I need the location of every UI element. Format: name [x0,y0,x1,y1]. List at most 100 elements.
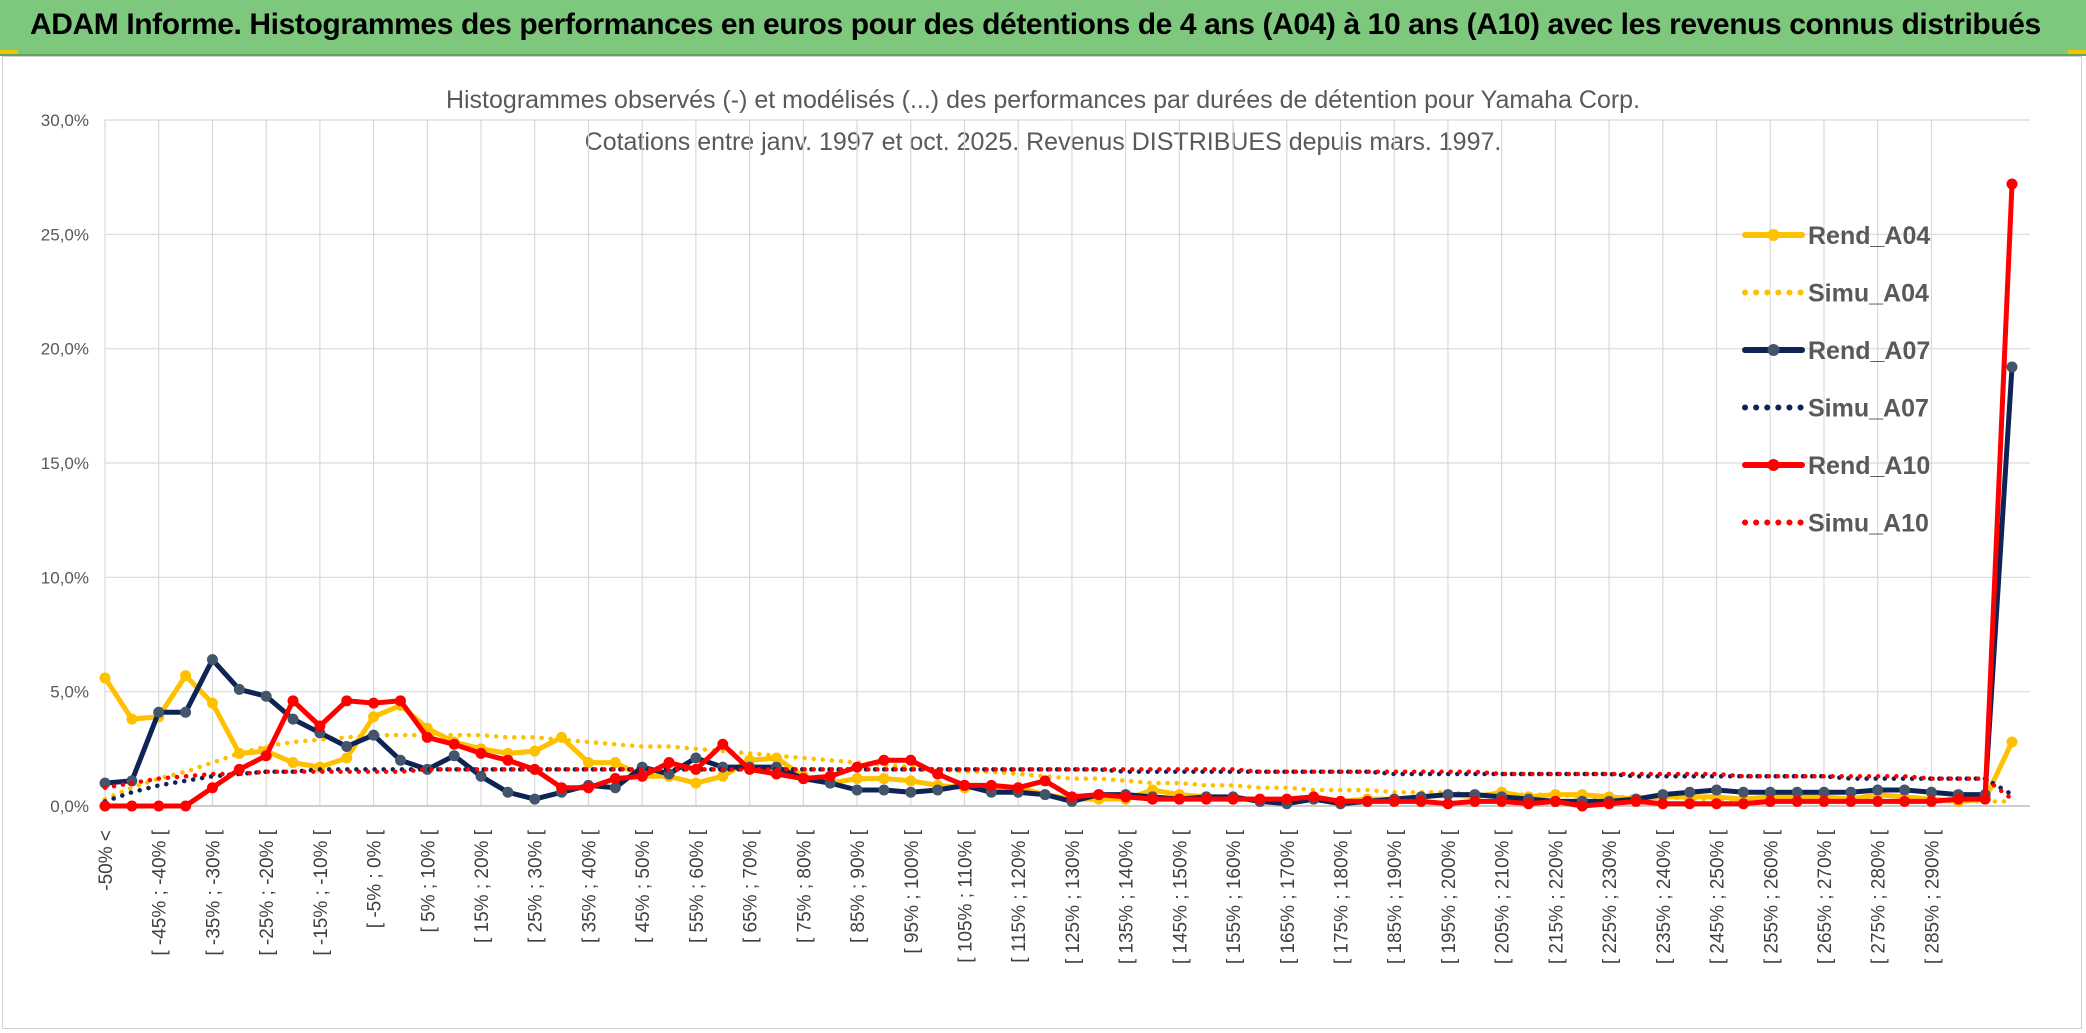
data-point-rend-a10 [958,779,970,791]
x-tick-label: [ 75% ; 80% [ [794,829,815,943]
data-point-rend-a10 [985,779,997,791]
x-tick-label: [ 235% ; 240% [ [1654,829,1675,964]
data-point-rend-a10 [1818,795,1830,807]
data-point-rend-a10 [1066,791,1078,803]
data-point-rend-a10 [475,747,487,759]
data-point-rend-a07 [287,713,299,725]
report-header-bar: ADAM Informe. Histogrammes des performan… [0,0,2086,56]
x-tick-label: [ 275% ; 280% [ [1869,829,1890,964]
data-point-rend-a07 [878,784,890,796]
data-point-rend-a07 [475,770,487,782]
data-point-rend-a04 [905,775,917,787]
data-point-rend-a10 [797,773,809,785]
x-tick-label: [ -35% ; -30% [ [203,829,224,955]
data-point-rend-a10 [1227,793,1239,805]
data-point-rend-a10 [1684,798,1696,810]
x-tick-label: [ 105% ; 110% [ [955,829,976,962]
data-point-rend-a10 [1496,795,1508,807]
data-point-rend-a07 [260,690,272,702]
data-point-rend-a07 [1039,789,1051,801]
legend-label-rend-a04: Rend_A04 [1808,222,1930,250]
data-point-rend-a10 [1711,798,1723,810]
data-point-rend-a07 [1711,784,1723,796]
data-point-rend-a04 [690,777,702,789]
data-point-rend-a04 [341,752,353,764]
x-tick-label: [ 285% ; 290% [ [1922,829,1943,964]
series-line-rend-a04 [102,673,2015,804]
data-point-rend-a07 [529,793,541,805]
y-tick-label: 30,0% [41,111,89,130]
data-point-rend-a10 [314,720,326,732]
data-point-rend-a07 [1442,789,1454,801]
series-lines [99,178,2018,812]
data-point-rend-a10 [206,782,218,794]
header-corner-mark-right [2068,50,2086,54]
data-point-rend-a04 [180,670,192,682]
data-point-rend-a10 [287,695,299,707]
data-point-rend-a04 [287,757,299,769]
data-point-rend-a07 [1818,786,1830,798]
data-point-rend-a10 [636,770,648,782]
data-point-rend-a10 [1979,793,1991,805]
x-tick-label: [ 135% ; 140% [ [1117,829,1138,964]
data-point-rend-a10 [609,773,621,785]
x-tick-label: [ 265% ; 270% [ [1815,829,1836,964]
data-point-rend-a10 [341,695,353,707]
data-point-rend-a10 [1093,789,1105,801]
x-tick-label: [ 165% ; 170% [ [1278,829,1299,964]
data-point-rend-a07 [2006,361,2018,373]
data-point-rend-a10 [1147,793,1159,805]
data-point-rend-a07 [1737,786,1749,798]
data-point-rend-a07 [368,729,380,741]
data-point-rend-a10 [1173,793,1185,805]
data-point-rend-a10 [582,782,594,794]
data-point-rend-a07 [233,683,245,695]
data-point-rend-a10 [260,750,272,762]
data-point-rend-a10 [1899,795,1911,807]
data-point-rend-a10 [502,754,514,766]
series-line-rend-a10 [102,181,2015,809]
x-tick-label: [ 15% ; 20% [ [472,829,493,943]
data-point-rend-a07 [502,786,514,798]
legend-label-simu-a10: Simu_A10 [1808,510,1929,538]
data-point-rend-a07 [932,784,944,796]
data-point-rend-a10 [1012,782,1024,794]
y-tick-label: 10,0% [41,568,89,587]
x-tick-label: [ 155% ; 160% [ [1224,829,1245,964]
x-tick-label: [ 125% ; 130% [ [1063,829,1084,964]
data-point-rend-a04 [99,672,111,684]
x-tick-label: [ -25% ; -20% [ [257,829,278,955]
data-point-rend-a10 [1630,795,1642,807]
legend-label-rend-a10: Rend_A10 [1808,452,1930,480]
data-point-rend-a10 [1576,800,1588,812]
x-tick-label: [ 195% ; 200% [ [1439,829,1460,964]
data-point-rend-a10 [1549,795,1561,807]
data-point-rend-a04 [609,757,621,769]
y-tick-label: 20,0% [41,340,89,359]
data-point-rend-a07 [1872,784,1884,796]
x-tick-label: [ -15% ; -10% [ [311,829,332,955]
x-tick-label: [ 185% ; 190% [ [1385,829,1406,964]
x-tick-label: [ 95% ; 100% [ [902,829,923,953]
y-tick-label: 5,0% [50,683,89,702]
data-point-rend-a10 [1925,795,1937,807]
data-point-rend-a10 [1737,798,1749,810]
data-point-rend-a07 [690,752,702,764]
data-point-rend-a10 [368,697,380,709]
report-title: ADAM Informe. Histogrammes des performan… [30,8,2041,41]
legend[interactable]: Rend_A04 Simu_A04 Rend_A07 Simu_A07 Rend_A10… [1742,222,1930,538]
data-point-rend-a07 [1657,789,1669,801]
data-point-rend-a07 [180,706,192,718]
data-point-rend-a07 [609,782,621,794]
series-line-rend-a07 [102,364,2015,807]
x-tick-label: [ 45% ; 50% [ [633,829,654,943]
data-point-rend-a10 [905,754,917,766]
data-point-rend-a07 [153,706,165,718]
legend-marker-rend-a04 [1767,229,1780,241]
x-tick-label: [ 205% ; 210% [ [1493,829,1514,964]
chart-frame [2,56,2082,1029]
legend-marker-rend-a07 [1767,344,1780,356]
x-tick-label: [ 25% ; 30% [ [526,829,547,943]
data-point-rend-a10 [2006,178,2018,190]
